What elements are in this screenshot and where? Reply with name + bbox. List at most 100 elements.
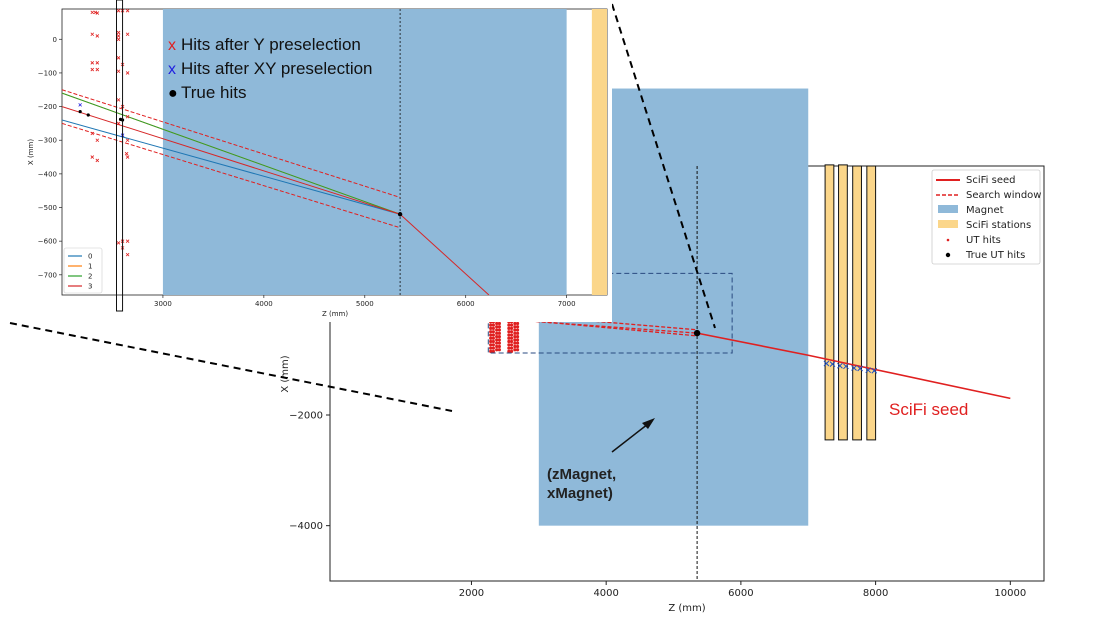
ut-hit <box>515 348 520 352</box>
ut-hit <box>513 328 517 332</box>
ut-hit <box>513 341 517 345</box>
magnet-annotation-line2: xMagnet) <box>547 485 613 502</box>
inset-ytick-label: −200 <box>38 103 57 111</box>
ut-hit <box>489 326 493 330</box>
inset-ut-hit-5-stroke-b <box>90 61 95 65</box>
main-xtick-label: 10000 <box>994 588 1026 599</box>
ut-hit <box>509 333 514 337</box>
legend-seed-label: SciFi seed <box>966 175 1015 186</box>
ut-hit <box>489 349 493 353</box>
scifi-hit-5 <box>857 365 863 372</box>
inset-ut-hit-30-stroke-b <box>125 155 130 159</box>
scifi-hit-1 <box>829 361 836 367</box>
ut-hit <box>497 344 501 349</box>
inset-ut-hit-0-stroke-b <box>90 10 95 15</box>
main-xtick-label: 6000 <box>728 588 753 599</box>
ut-hit <box>509 346 514 350</box>
main-xtick-label: 8000 <box>863 588 888 599</box>
scifi-hit-1-stroke-b <box>829 361 836 367</box>
ut-hit <box>507 326 511 330</box>
ut-hit <box>497 321 501 326</box>
inset-ut-hit-0 <box>90 10 95 15</box>
ut-hit <box>491 333 495 337</box>
ut-hit <box>489 336 493 340</box>
ut-hit <box>497 331 501 335</box>
inset-ut-hit-31 <box>116 241 121 245</box>
inset-annotation-text-2: True hits <box>181 83 247 102</box>
inset-ut-hit-20 <box>116 56 121 60</box>
ut-hit <box>497 325 501 329</box>
ut-hit <box>489 333 493 337</box>
inset-ut-hit-28-stroke-b <box>125 138 130 143</box>
magnet-annotation-line1: (zMagnet, <box>547 466 616 483</box>
inset-series-line-3 <box>62 106 401 215</box>
inset-clipped <box>62 9 607 295</box>
inset-annotation-marker-2: ● <box>168 85 178 102</box>
scifi-hit-2 <box>837 362 843 369</box>
inset-ut-hit-17-stroke-b <box>116 34 121 38</box>
inset-ut-hit-18 <box>116 37 121 42</box>
inset-legend-label-3: 3 <box>88 283 92 291</box>
ut-hit <box>491 343 495 347</box>
ut-hit <box>495 325 499 329</box>
inset-annotation-list: x Hits after Y preselection x Hits after XY… <box>168 35 373 102</box>
ut-hit <box>497 334 501 339</box>
inset-ut-hit-16 <box>116 30 121 35</box>
legend-scifi-label: SciFi stations <box>966 220 1031 231</box>
scifi-hit-7-stroke-b <box>871 367 878 374</box>
main-ytick-label: −2000 <box>289 411 323 422</box>
scifi-station-2 <box>852 165 862 441</box>
ut-hit <box>515 344 520 349</box>
inset-ut-hit-7-stroke-b <box>90 67 95 72</box>
inset-legend-label-2: 2 <box>88 273 92 281</box>
ut-hit <box>491 326 495 330</box>
inset-ut-hit-6 <box>95 61 100 65</box>
inset-xtick-label: 6000 <box>457 300 475 308</box>
zoom-connector-upper <box>611 3 716 329</box>
inset-ut-hit-22-stroke-b <box>116 69 121 74</box>
inset-ut-hit-24-stroke-b <box>116 98 121 102</box>
inset-ytick-label: −600 <box>38 238 57 246</box>
ut-hit <box>509 343 514 347</box>
legend-scifi-swatch <box>938 220 958 228</box>
inset-ut-hit-11-stroke-b <box>90 155 95 159</box>
inset-ut-hit-12 <box>95 158 100 163</box>
legend-true-ut-label: True UT hits <box>965 250 1025 261</box>
scifi-station-1 <box>838 164 848 441</box>
ut-hit <box>495 348 499 352</box>
inset-annotation-marker-1: x <box>168 61 176 78</box>
inset-ut-hit-6-stroke-b <box>95 61 100 65</box>
inset-legend: 0 1 2 3 <box>63 247 103 294</box>
scifi-hit-0 <box>823 360 830 367</box>
inset-ut-hit-35-stroke-b <box>125 252 130 257</box>
inset-search-window-1 <box>62 122 401 229</box>
ut-hit <box>497 341 501 345</box>
ut-hit <box>491 339 495 344</box>
inset-xtick-label: 7000 <box>558 300 576 308</box>
main-ytick-label: −4000 <box>289 521 323 532</box>
ut-hit <box>515 328 520 332</box>
inset-ytick-label: −300 <box>38 137 57 145</box>
inset-ut-hit-3 <box>90 32 95 37</box>
ut-hit <box>491 323 495 327</box>
inset-magnet-region <box>162 9 567 295</box>
inset-search-window-0 <box>62 89 401 198</box>
inset-ut-hit-19 <box>125 32 130 37</box>
inset-ut-hit-13 <box>116 9 121 13</box>
main-xtick-label: 2000 <box>459 588 484 599</box>
inset-chart: 3000 4000 5000 6000 7000 0 −100 −200 −300 −400 −5… <box>12 0 612 322</box>
inset-ytick-label: −100 <box>38 69 57 77</box>
inset-ut-hit-24 <box>116 98 121 102</box>
scifi-station-0 <box>824 164 835 441</box>
inset-ut-hit-2 <box>95 11 100 15</box>
ut-hit <box>495 334 499 339</box>
scifi-station-3 <box>866 165 877 441</box>
inset-ut-hit-33 <box>125 239 130 243</box>
inset-ut-hit-30 <box>125 155 130 159</box>
legend-true-ut-swatch <box>945 252 951 258</box>
ut-hit <box>507 336 511 340</box>
inset-ut-hit-29 <box>124 151 129 156</box>
inset-ut-hit-1 <box>93 10 98 15</box>
magnet-point <box>693 329 701 337</box>
ut-hit <box>495 338 499 342</box>
